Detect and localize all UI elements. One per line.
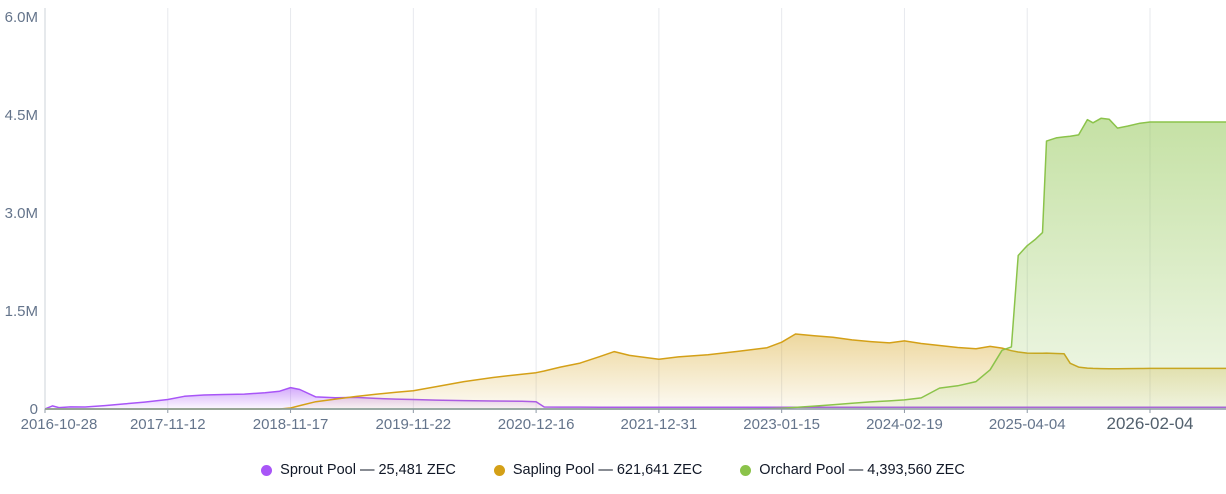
legend-label: Orchard Pool — 4,393,560 ZEC [759,462,965,478]
x-axis-line [44,408,1226,413]
y-tick-label: 4.5M [5,107,38,124]
x-tick-label: 2019-11-22 [376,416,452,433]
legend-label: Sapling Pool — 621,641 ZEC [512,462,703,478]
legend-item-orchard[interactable]: Orchard Pool — 4,393,560 ZEC [740,462,965,478]
orchard-area [45,118,1226,410]
x-tick-label: 2018-11-17 [253,416,329,433]
x-tick-label: 2017-11-12 [130,416,206,433]
sapling-color-dot-icon [493,464,505,476]
x-axis-labels: 2016-10-28 2017-11-12 2018-11-17 2019-11-22… [21,414,1194,433]
orchard-color-dot-icon [740,464,752,476]
y-tick-label: 1.5M [5,303,38,320]
x-tick-label: 2025-04-04 [989,416,1066,433]
x-tick-label: 2020-12-16 [498,416,575,433]
legend-item-sprout[interactable]: Sprout Pool — 25,481 ZEC [261,462,456,478]
x-tick-label: 2024-02-19 [866,416,943,433]
chart-legend: Sprout Pool — 25,481 ZEC Sapling Pool — 6… [0,462,1226,478]
sprout-color-dot-icon [261,464,273,476]
legend-item-sapling[interactable]: Sapling Pool — 621,641 ZEC [493,462,703,478]
y-tick-label: 6.0M [5,9,38,26]
x-tick-label: 2026-02-04 [1107,414,1194,433]
x-tick-label: 2016-10-28 [21,416,98,433]
legend-label: Sprout Pool — 25,481 ZEC [280,462,456,478]
sapling-area [45,334,1226,409]
y-axis-labels: 0 1.5M 3.0M 4.5M 6.0M [5,9,38,418]
y-tick-label: 0 [30,401,38,418]
x-tick-label: 2021-12-31 [621,416,698,433]
y-tick-label: 3.0M [5,205,38,222]
x-tick-label: 2023-01-15 [743,416,820,433]
